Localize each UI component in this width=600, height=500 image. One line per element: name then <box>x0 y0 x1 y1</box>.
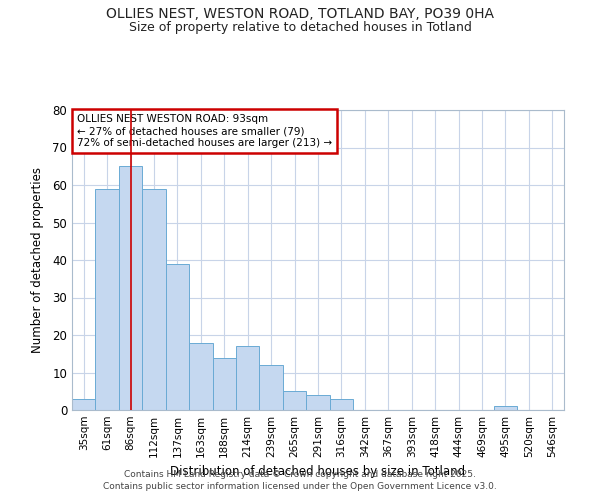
Bar <box>95 188 119 410</box>
Bar <box>283 391 306 410</box>
X-axis label: Distribution of detached houses by size in Totland: Distribution of detached houses by size … <box>170 466 466 478</box>
Text: Contains HM Land Registry data © Crown copyright and database right 2025.: Contains HM Land Registry data © Crown c… <box>124 470 476 479</box>
Bar <box>72 399 95 410</box>
Bar <box>142 188 166 410</box>
Bar <box>119 166 142 410</box>
Y-axis label: Number of detached properties: Number of detached properties <box>31 167 44 353</box>
Text: Size of property relative to detached houses in Totland: Size of property relative to detached ho… <box>128 21 472 34</box>
Bar <box>212 358 236 410</box>
Bar <box>306 395 330 410</box>
Bar <box>236 346 259 410</box>
Bar <box>259 365 283 410</box>
Bar <box>494 406 517 410</box>
Bar <box>166 264 189 410</box>
Text: Contains public sector information licensed under the Open Government Licence v3: Contains public sector information licen… <box>103 482 497 491</box>
Text: OLLIES NEST WESTON ROAD: 93sqm
← 27% of detached houses are smaller (79)
72% of : OLLIES NEST WESTON ROAD: 93sqm ← 27% of … <box>77 114 332 148</box>
Bar <box>330 399 353 410</box>
Text: OLLIES NEST, WESTON ROAD, TOTLAND BAY, PO39 0HA: OLLIES NEST, WESTON ROAD, TOTLAND BAY, P… <box>106 8 494 22</box>
Bar <box>189 342 212 410</box>
